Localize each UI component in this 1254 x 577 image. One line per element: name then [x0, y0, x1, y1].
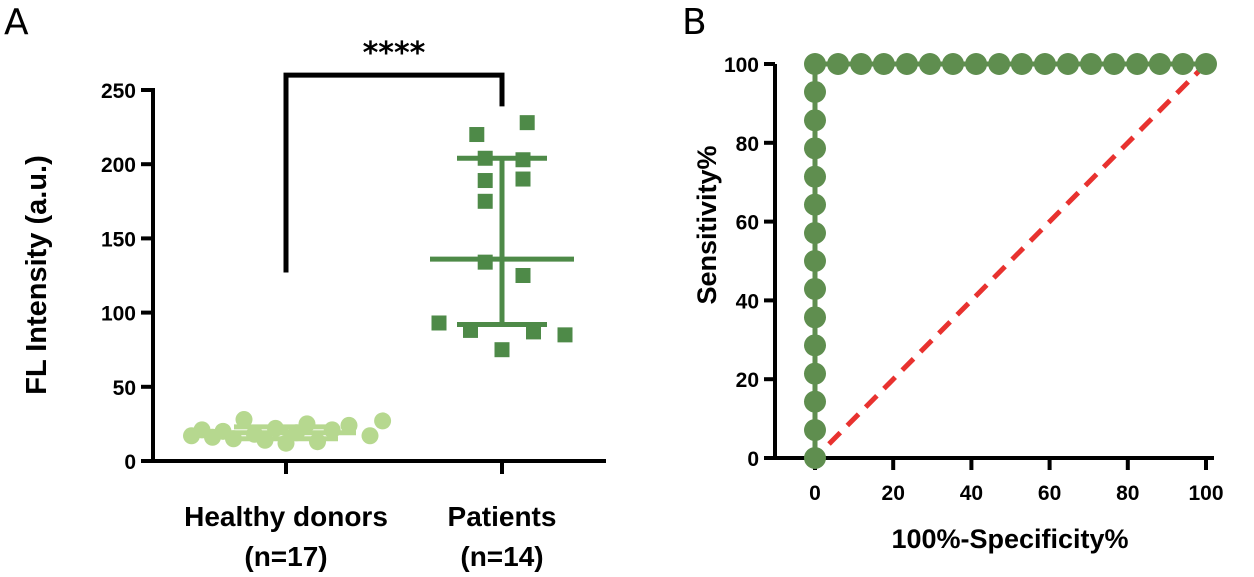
y-tick-label-a-4: 200 — [101, 154, 136, 177]
healthy-point-12 — [309, 433, 326, 451]
healthy-point-16 — [374, 412, 392, 430]
roc-point-10 — [804, 165, 826, 188]
roc-point-17 — [872, 53, 895, 75]
x-axis-title-b: 100%-Specificity% — [891, 524, 1128, 554]
y-tick-label-a-1: 50 — [113, 377, 136, 400]
category-count-0: (n=17) — [244, 541, 327, 572]
x-ticks-b: 0 20 40 60 80 100 — [809, 458, 1224, 505]
healthy-point-14 — [340, 416, 358, 434]
y-axis-title-a: FL Intensity (a.u.) — [21, 155, 53, 395]
roc-point-24 — [1033, 53, 1056, 75]
x-tick-label-b-4: 80 — [1116, 482, 1139, 505]
roc-point-21 — [965, 53, 988, 75]
category-label-0: Healthy donors — [184, 501, 388, 532]
roc-point-12 — [804, 109, 826, 132]
roc-point-19 — [918, 53, 941, 75]
patient-point-5 — [515, 171, 531, 187]
y-tick-label-b-1: 20 — [736, 369, 759, 392]
roc-point-11 — [804, 137, 826, 160]
roc-point-9 — [804, 193, 826, 216]
x-tick-label-b-2: 40 — [960, 482, 983, 505]
panel-label-a: A — [4, 2, 29, 43]
significance-bracket-line — [283, 72, 505, 273]
patient-point-3 — [515, 152, 531, 168]
y-tick-label-b-2: 40 — [736, 290, 759, 313]
roc-point-27 — [1103, 53, 1126, 75]
healthy-point-13 — [323, 421, 341, 439]
reference-diagonal-line — [827, 68, 1202, 446]
significance-bracket: **** — [283, 36, 505, 273]
roc-point-23 — [1010, 53, 1033, 75]
panel-b: B 0 20 40 60 80 100 0 20 40 60 80 100 Sensitivity%… — [682, 2, 1224, 554]
y-tick-label-a-3: 150 — [101, 228, 136, 251]
y-ticks-b: 0 20 40 60 80 100 — [724, 54, 775, 471]
patient-point-1 — [519, 115, 535, 131]
y-tick-label-a-2: 100 — [101, 303, 136, 326]
x-tick-label-b-5: 100 — [1188, 482, 1223, 505]
roc-point-7 — [804, 250, 826, 272]
healthy-point-5 — [235, 410, 253, 428]
patient-point-7 — [477, 254, 493, 270]
x-tick-label-b-0: 0 — [809, 482, 821, 505]
patient-point-9 — [431, 315, 447, 331]
roc-point-29 — [1148, 53, 1171, 75]
patient-point-12 — [557, 327, 573, 343]
roc-point-26 — [1080, 53, 1103, 75]
x-ticks-a — [284, 461, 504, 474]
patient-point-2 — [477, 150, 493, 166]
category-count-1: (n=14) — [460, 541, 543, 572]
roc-point-4 — [804, 334, 826, 357]
roc-point-13 — [804, 80, 826, 103]
roc-point-1 — [804, 419, 826, 442]
healthy-point-11 — [298, 415, 316, 433]
roc-point-30 — [1171, 53, 1194, 75]
roc-point-0 — [804, 447, 826, 469]
patient-point-10 — [463, 322, 478, 338]
y-ticks-a: 0 50 100 150 200 250 — [101, 80, 153, 474]
roc-point-3 — [804, 362, 826, 385]
patient-point-4 — [477, 173, 493, 189]
x-tick-label-b-1: 20 — [882, 482, 905, 505]
roc-point-16 — [850, 53, 873, 75]
category-labels-a: Healthy donors (n=17) Patients (n=14) — [184, 501, 556, 572]
y-tick-label-a-5: 250 — [101, 80, 136, 103]
healthy-point-15 — [361, 427, 379, 445]
y-tick-label-b-0: 0 — [747, 448, 759, 471]
y-tick-label-b-5: 100 — [724, 54, 759, 77]
patient-point-8 — [515, 268, 531, 283]
scatter-marks-a — [183, 115, 574, 452]
roc-point-8 — [804, 222, 826, 245]
x-tick-label-b-3: 60 — [1038, 482, 1061, 505]
roc-point-31 — [1195, 53, 1217, 75]
patient-point-6 — [477, 193, 493, 209]
significance-label: **** — [363, 36, 426, 71]
panel-label-b: B — [682, 2, 707, 43]
y-tick-label-a-0: 0 — [124, 451, 136, 474]
patient-point-11 — [526, 324, 541, 340]
roc-point-6 — [804, 277, 826, 300]
roc-point-22 — [988, 53, 1011, 75]
roc-marks-b — [804, 53, 1217, 469]
y-axis-title-b: Sensitivity% — [692, 145, 722, 304]
y-tick-label-b-3: 60 — [736, 212, 759, 235]
roc-point-25 — [1056, 53, 1079, 75]
roc-point-14 — [804, 53, 826, 75]
patient-point-0 — [469, 127, 485, 143]
roc-point-20 — [942, 53, 965, 75]
roc-point-15 — [827, 53, 850, 75]
roc-point-2 — [804, 390, 826, 413]
patient-point-13 — [494, 342, 510, 358]
y-tick-label-b-4: 80 — [736, 133, 759, 156]
category-label-1: Patients — [448, 501, 557, 532]
panel-a: A 0 50 100 150 200 250 FL Intensity (a.u.) He… — [4, 2, 606, 572]
roc-point-5 — [804, 306, 826, 329]
roc-point-28 — [1126, 53, 1149, 75]
roc-point-18 — [895, 53, 918, 75]
